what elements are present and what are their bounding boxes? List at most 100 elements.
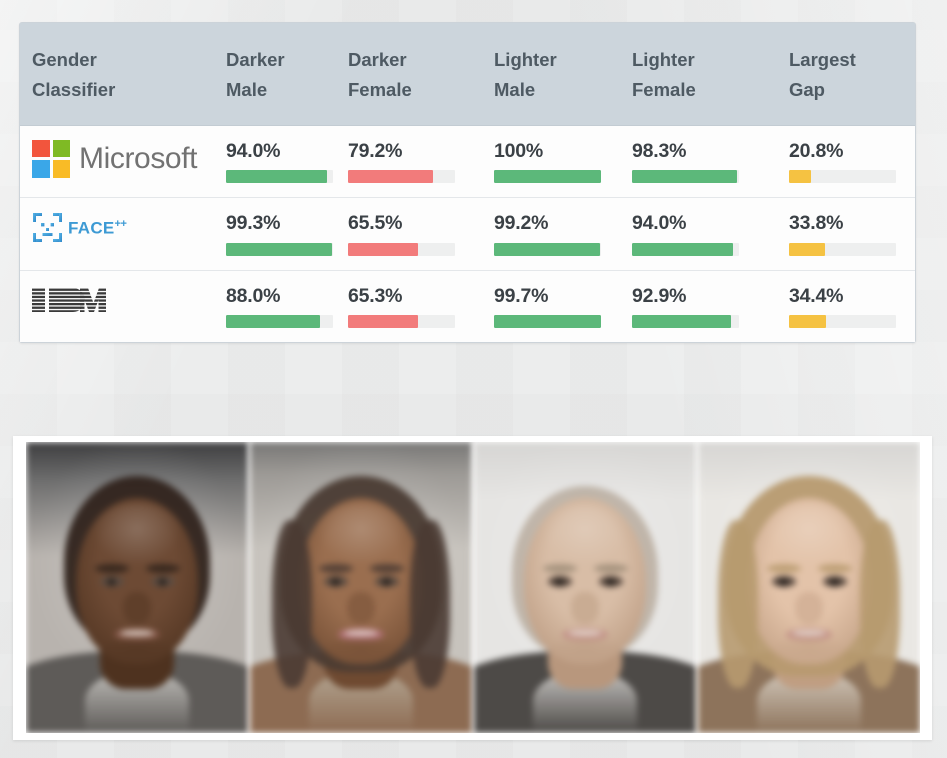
ibm-logo [32, 285, 106, 315]
metric-bar-fill [226, 170, 327, 184]
metric-value: 79.2% [348, 139, 403, 162]
table-header-row: Gender Classifier Darker Male Darker Fem… [20, 23, 915, 126]
metric-value: 34.4% [789, 284, 844, 307]
metric-largest-gap: 33.8% [789, 198, 909, 270]
column-header-lighter-male: Lighter Male [494, 23, 632, 125]
face-part [146, 564, 180, 573]
table-row: 88.0% 65.3% 99.7% 92.9% 34.4% [20, 270, 915, 343]
face-part [764, 504, 854, 566]
metric-darker-male: 94.0% [220, 126, 348, 198]
darker-female-composite [250, 442, 472, 733]
face-part [606, 578, 615, 586]
face-part [792, 630, 826, 636]
column-header-largest-gap: Largest Gap [789, 23, 909, 125]
column-header-line: Female [632, 78, 696, 100]
metric-bar-track [494, 315, 601, 329]
column-header-line: Female [348, 78, 412, 100]
face-part [344, 630, 378, 636]
vendor-cell-ibm [20, 271, 220, 327]
gender-classifier-accuracy-table: Gender Classifier Darker Male Darker Fem… [19, 22, 916, 344]
face-part [120, 630, 154, 636]
metric-bar-fill [789, 315, 826, 329]
face-part [540, 504, 630, 566]
microsoft-square-blue [32, 160, 50, 178]
faceplusplus-logo: FACE++ [32, 212, 127, 243]
face-part [95, 564, 129, 573]
face-part [318, 638, 404, 672]
metric-darker-female: 65.5% [348, 198, 494, 270]
face-part [767, 564, 801, 573]
composite-face-strip [13, 436, 932, 740]
metric-bar-track [789, 170, 896, 184]
metric-bar-fill [789, 242, 826, 256]
face-part [779, 578, 788, 586]
column-header-line: Gap [789, 78, 825, 100]
metric-lighter-male: 100% [494, 126, 632, 198]
metric-bar-track [226, 170, 333, 184]
microsoft-logo: Microsoft [32, 139, 198, 178]
metric-value: 94.0% [226, 139, 281, 162]
face-part [370, 564, 404, 573]
metric-largest-gap: 34.4% [789, 271, 909, 343]
metric-bar-track [348, 315, 455, 329]
face-part [818, 564, 852, 573]
metric-value: 99.3% [226, 212, 281, 235]
face-part [542, 638, 628, 672]
metric-bar-fill [348, 242, 419, 256]
metric-bar-track [348, 170, 455, 184]
metric-bar-fill [494, 170, 601, 184]
metric-darker-female: 65.3% [348, 271, 494, 343]
metric-value: 99.2% [494, 212, 549, 235]
face-part [331, 578, 340, 586]
face-part [92, 504, 182, 566]
metric-lighter-female: 94.0% [632, 198, 789, 270]
column-header-line: Gender [32, 49, 97, 70]
metric-bar-fill [494, 242, 601, 256]
metric-bar-track [632, 315, 739, 329]
metric-bar-fill [632, 242, 733, 256]
face-part [555, 578, 564, 586]
metric-value: 98.3% [632, 139, 687, 162]
metric-bar-track [226, 315, 333, 329]
lighter-male-composite [474, 442, 696, 733]
metric-bar-fill [348, 170, 433, 184]
column-header-line: Classifier [32, 78, 116, 100]
metric-bar-fill [632, 170, 738, 184]
face-part [319, 564, 353, 573]
metric-value: 99.7% [494, 284, 549, 307]
metric-value: 65.5% [348, 212, 403, 235]
metric-bar-fill [632, 315, 732, 329]
table-row: Microsoft 94.0% 79.2% 100% 98.3% 20.8% [20, 125, 915, 199]
metric-value: 100% [494, 139, 544, 162]
metric-bar-track [226, 242, 333, 256]
darker-male-composite [26, 442, 248, 733]
microsoft-wordmark: Microsoft [79, 141, 198, 175]
face-part [718, 520, 758, 688]
column-header-line: Lighter [632, 49, 695, 70]
face-part [766, 638, 852, 672]
microsoft-squares-icon [32, 139, 70, 178]
face-part [860, 520, 900, 688]
metric-value: 20.8% [789, 139, 844, 162]
composite-face-row [26, 442, 920, 733]
metric-lighter-female: 92.9% [632, 271, 789, 343]
column-header-line: Lighter [494, 49, 557, 70]
face-part [568, 630, 602, 636]
metric-darker-female: 79.2% [348, 126, 494, 198]
face-part [94, 638, 180, 672]
microsoft-square-red [32, 139, 50, 158]
column-header-classifier: Gender Classifier [20, 23, 220, 125]
metric-bar-track [494, 242, 601, 256]
faceplusplus-superscript: ++ [114, 217, 127, 230]
column-header-darker-male: Darker Male [220, 23, 348, 125]
face-part [543, 564, 577, 573]
face-part [107, 578, 116, 586]
face-part [347, 592, 375, 624]
faceplusplus-word: FACE [68, 218, 115, 238]
face-part [123, 592, 151, 624]
metric-value: 65.3% [348, 284, 403, 307]
metric-bar-fill [226, 242, 333, 256]
metric-bar-track [789, 315, 896, 329]
column-header-line: Male [226, 78, 268, 100]
column-header-line: Darker [226, 49, 285, 70]
